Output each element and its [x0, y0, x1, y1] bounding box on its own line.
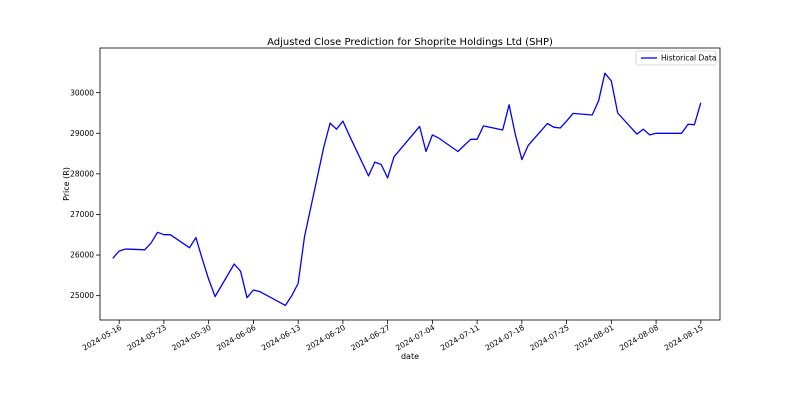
x-tick-label: 2024-07-25 — [528, 323, 570, 353]
series-layer — [112, 72, 702, 307]
y-tick-label: 26000 — [70, 251, 94, 260]
series-line-historical-data — [112, 72, 702, 307]
x-tick-label: 2024-06-27 — [349, 323, 391, 353]
plot-area-frame — [99, 47, 721, 321]
legend: Historical Data — [635, 50, 717, 66]
x-axis-label: date — [401, 352, 419, 361]
y-tick-label: 30000 — [70, 88, 94, 97]
y-tick-label: 27000 — [70, 210, 94, 219]
x-tick-label: 2024-05-23 — [126, 323, 168, 353]
x-tick-label: 2024-05-16 — [81, 323, 123, 353]
y-tick-label: 29000 — [70, 129, 94, 138]
legend-label-historical: Historical Data — [661, 54, 716, 63]
x-tick-label: 2024-08-15 — [663, 323, 705, 353]
x-tick-label: 2024-07-18 — [484, 323, 526, 353]
x-tick-label: 2024-06-06 — [215, 323, 257, 353]
y-tick-label: 28000 — [70, 169, 94, 178]
x-tick-label: 2024-08-08 — [618, 323, 660, 353]
x-tick-label: 2024-07-11 — [439, 323, 481, 353]
x-tick-label: 2024-08-01 — [573, 323, 615, 353]
x-tick-label: 2024-06-13 — [260, 323, 302, 353]
y-tick-label: 25000 — [70, 291, 94, 300]
y-axis: 25000 26000 27000 28000 29000 30000 — [70, 88, 100, 300]
x-tick-label: 2024-05-30 — [170, 323, 212, 353]
x-tick-label: 2024-06-20 — [305, 323, 347, 353]
x-axis: 2024-05-16 2024-05-23 2024-05-30 2024-06-06… — [81, 320, 705, 353]
chart-title: Adjusted Close Prediction for Shoprite H… — [267, 37, 553, 48]
legend-box — [635, 50, 717, 66]
x-tick-label: 2024-07-04 — [394, 323, 436, 353]
y-axis-label: Price (R) — [62, 167, 71, 201]
